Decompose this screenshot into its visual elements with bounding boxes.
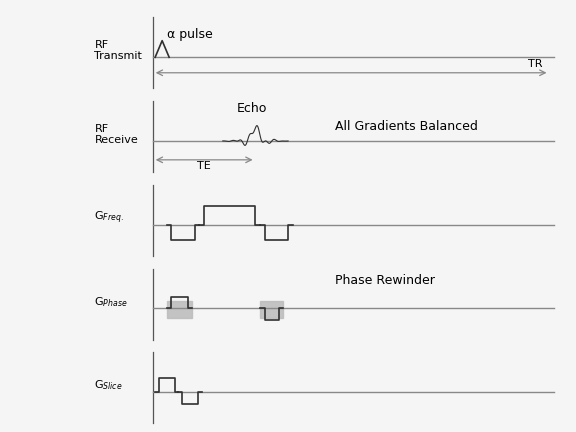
Text: G$_{Freq.}$: G$_{Freq.}$: [94, 210, 124, 226]
Text: TE: TE: [197, 161, 211, 171]
Text: α pulse: α pulse: [167, 29, 213, 41]
Text: G$_{Slice}$: G$_{Slice}$: [94, 379, 123, 393]
Text: Echo: Echo: [237, 102, 267, 115]
Bar: [167, 301, 192, 318]
Text: G$_{Phase}$: G$_{Phase}$: [94, 295, 128, 309]
Bar: [260, 301, 283, 318]
Text: RF
Transmit: RF Transmit: [94, 40, 142, 61]
Text: TR: TR: [528, 59, 543, 69]
Text: RF
Receive: RF Receive: [94, 124, 138, 145]
Text: All Gradients Balanced: All Gradients Balanced: [335, 120, 478, 133]
Text: Phase Rewinder: Phase Rewinder: [335, 274, 435, 287]
